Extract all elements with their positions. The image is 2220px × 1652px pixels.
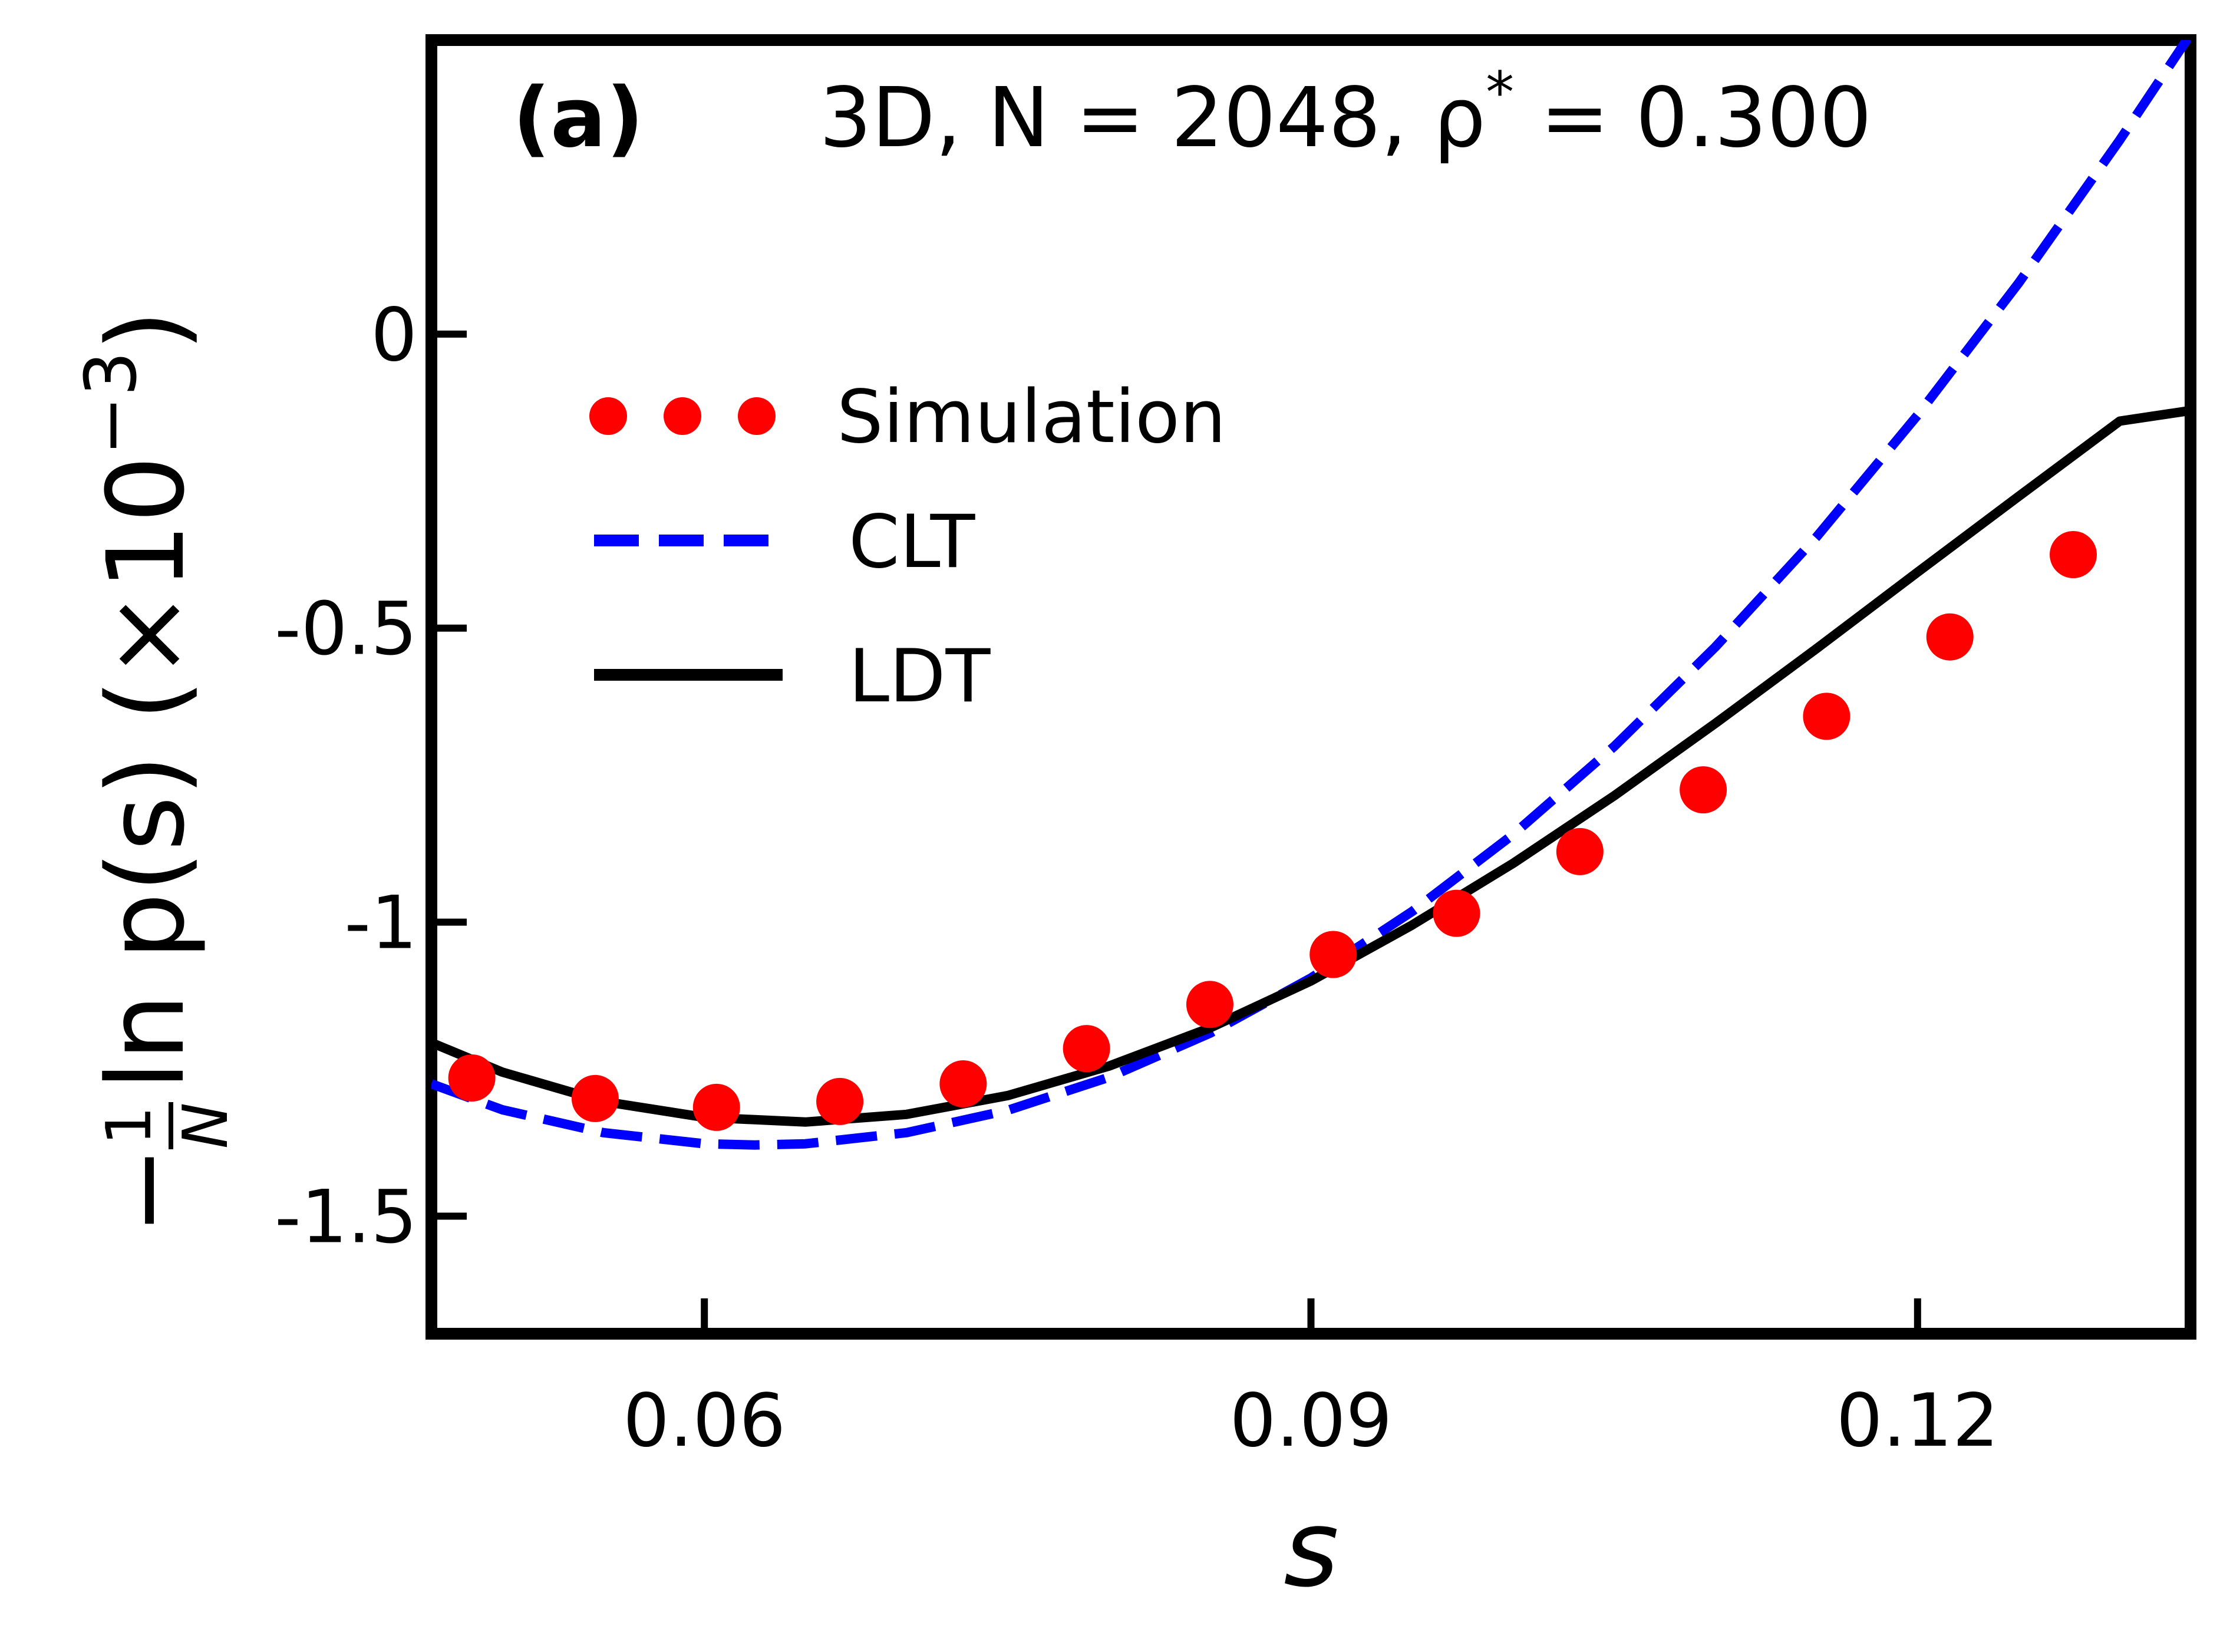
simulation-point [692,1083,740,1131]
simulation-point [1556,827,1604,875]
simulation-point [1309,931,1357,978]
x-axis-label: s [1284,1488,1339,1611]
annotation-prefix: 3D, N = 2048, ρ [819,70,1486,166]
y-label-superscript: −3 [71,351,153,456]
simulation-point [1186,981,1233,1028]
legend-label-ldt: LDT [849,634,991,719]
x-tick-label: 0.09 [1229,1379,1392,1463]
y-label-main: ln p(s) (×10−3) [71,310,208,1090]
simulation-point [571,1074,619,1122]
y-tick-label: 0 [371,293,417,378]
y-axis-label: − 1 N ln p(s) (×10−3) [71,310,242,1235]
system-annotation: 3D, N = 2048, ρ* = 0.300 [819,60,1872,166]
y-label-fraction-denominator: N [170,1103,242,1149]
series-layer [431,40,2191,1150]
legend: Simulation CLT LDT [589,375,1226,719]
y-axis-ticks: 0 -0.5 -1 -1.5 [275,293,467,1259]
simulation-point [1063,1025,1110,1073]
simulation-point [1803,693,1850,740]
simulation-point [939,1060,987,1107]
x-tick-label: 0.06 [623,1379,786,1463]
x-axis-ticks: 0.06 0.09 0.12 [623,1298,1999,1463]
y-label-fraction-numerator: 1 [93,1106,165,1146]
simulation-point [448,1054,496,1102]
simulation-point [1433,889,1480,937]
y-label-text: ln p(s) (×10 [85,456,208,1090]
y-label-close: ) [85,310,208,351]
legend-simulation-marker [664,397,701,435]
panel-label: (a) [513,70,644,166]
simulation-point [2050,531,2097,579]
simulation-point [816,1077,864,1125]
ldt-line [431,405,2191,1127]
legend-label-simulation: Simulation [837,375,1226,460]
simulation-point [1680,766,1727,814]
y-tick-label: -1 [344,881,417,966]
legend-simulation-marker [738,397,776,435]
annotation-superscript: * [1486,60,1514,126]
legend-simulation-marker [589,397,627,435]
simulation-point [1926,613,1974,661]
legend-label-clt: CLT [849,500,976,585]
y-tick-label: -0.5 [275,587,417,672]
annotation-suffix: = 0.300 [1514,70,1872,166]
x-tick-label: 0.12 [1836,1379,1999,1463]
y-tick-label: -1.5 [275,1175,417,1259]
y-label-minus: − [85,1146,208,1235]
